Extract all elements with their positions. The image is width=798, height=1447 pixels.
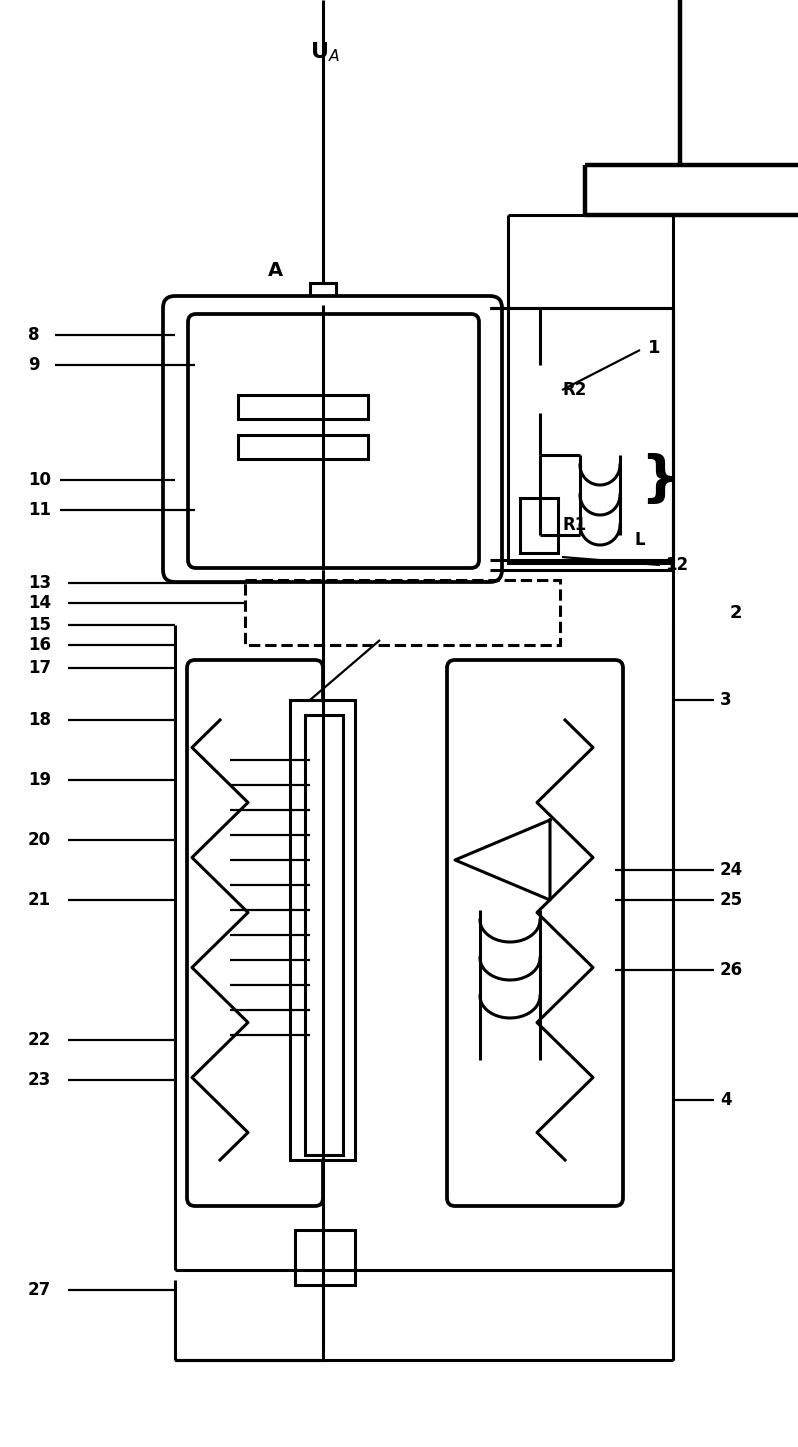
Text: 10: 10 (28, 472, 51, 489)
FancyBboxPatch shape (163, 297, 502, 582)
Text: 3: 3 (720, 692, 732, 709)
Text: 2: 2 (730, 603, 742, 622)
Text: 21: 21 (28, 891, 51, 909)
Text: 23: 23 (28, 1071, 51, 1090)
FancyBboxPatch shape (447, 660, 623, 1205)
Text: 19: 19 (28, 771, 51, 789)
Text: 27: 27 (28, 1281, 51, 1299)
Bar (290, 700, 355, 1160)
Text: 20: 20 (28, 831, 51, 849)
Text: 14: 14 (28, 595, 51, 612)
Text: }: } (640, 453, 680, 506)
Text: 1: 1 (648, 339, 661, 357)
Bar (305, 715, 343, 1155)
Text: 26: 26 (720, 961, 743, 980)
Text: 17: 17 (28, 658, 51, 677)
Text: 15: 15 (28, 616, 51, 634)
Text: 16: 16 (28, 637, 51, 654)
Text: 13: 13 (28, 574, 51, 592)
Text: R1: R1 (562, 517, 587, 534)
Bar (520, 365, 558, 412)
Bar (238, 436, 368, 459)
Text: 12: 12 (665, 556, 688, 574)
FancyBboxPatch shape (188, 314, 479, 569)
Text: 25: 25 (720, 891, 743, 909)
Text: 22: 22 (28, 1032, 51, 1049)
Text: U$_A$: U$_A$ (310, 41, 340, 64)
Bar (245, 580, 560, 645)
Bar (508, 308, 673, 563)
Text: 24: 24 (720, 861, 743, 878)
Text: 4: 4 (720, 1091, 732, 1108)
Text: 11: 11 (28, 501, 51, 519)
Bar (295, 1230, 355, 1285)
Bar (520, 498, 558, 553)
FancyBboxPatch shape (187, 660, 323, 1205)
Text: 8: 8 (28, 326, 39, 344)
Bar (310, 284, 336, 305)
Text: L: L (635, 531, 646, 548)
Text: 18: 18 (28, 710, 51, 729)
Text: R2: R2 (562, 381, 587, 399)
Text: A: A (268, 260, 283, 279)
Bar (238, 395, 368, 420)
Text: 9: 9 (28, 356, 40, 373)
